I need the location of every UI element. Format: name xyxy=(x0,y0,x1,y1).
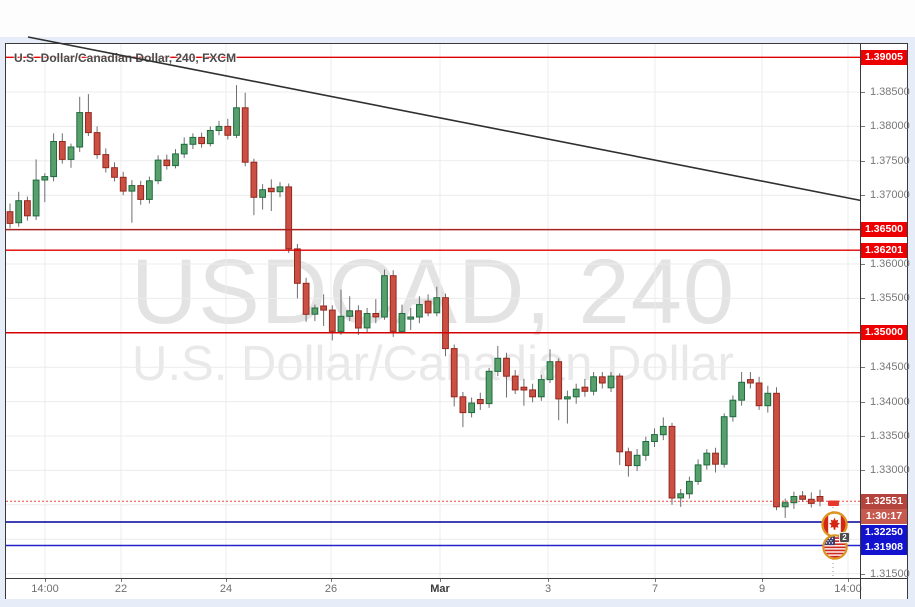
time-axis-tick xyxy=(226,579,227,582)
price-badge-1.36201[interactable]: 1.36201 xyxy=(861,242,907,258)
price-axis-label: 1.36000 xyxy=(870,258,910,270)
price-axis-tick xyxy=(861,92,865,93)
price-axis-label: 1.38500 xyxy=(870,86,910,98)
price-axis-tick xyxy=(861,470,865,472)
time-axis-label: 14:00 xyxy=(834,583,862,595)
price-badge-1:30:17[interactable]: 1:30:17 xyxy=(861,509,907,525)
price-badge-1.32551[interactable]: 1.32551 xyxy=(861,493,907,509)
price-axis-tick xyxy=(861,126,865,128)
time-axis-tick xyxy=(848,579,849,582)
axis-corner-divider xyxy=(860,578,861,599)
price-axis-tick xyxy=(861,160,865,162)
time-axis-tick xyxy=(762,579,763,582)
price-axis-tick xyxy=(861,401,865,403)
candlestick-plot[interactable] xyxy=(6,44,860,578)
chart-legend-title[interactable]: U.S. Dollar/Canadian Dollar, 240, FXCM xyxy=(14,51,237,65)
time-axis-label: 22 xyxy=(114,583,128,595)
price-axis-label: 1.34000 xyxy=(870,395,910,408)
price-badge-1.32250[interactable]: 1.32250 xyxy=(861,524,907,540)
price-axis-label: 1.31500 xyxy=(870,567,910,580)
page-top-margin xyxy=(0,0,915,37)
chart-plot-area[interactable]: USDCAD, 240 U.S. Dollar/Canadian Dollar xyxy=(6,44,860,578)
price-axis-tick xyxy=(861,195,865,197)
price-axis-label: 1.35500 xyxy=(870,292,910,305)
price-badge-1.31908[interactable]: 1.31908 xyxy=(861,540,907,556)
alert-count-badge: 2 xyxy=(839,532,850,543)
time-axis-label: 26 xyxy=(324,583,338,595)
price-badge-1.36500[interactable]: 1.36500 xyxy=(861,222,907,238)
time-axis-tick xyxy=(440,579,441,582)
price-axis-tick xyxy=(861,573,865,575)
time-axis-label: 14:00 xyxy=(31,583,59,595)
price-axis-tick xyxy=(861,436,865,437)
price-axis-tick xyxy=(861,298,865,300)
chart-widget: USDCAD, 240 U.S. Dollar/Canadian Dollar … xyxy=(5,43,910,599)
price-axis-tick xyxy=(861,367,865,369)
time-axis-tick xyxy=(548,579,549,582)
price-axis-label: 1.38000 xyxy=(870,120,910,133)
time-axis-tick xyxy=(655,579,656,582)
price-axis[interactable]: 1.38500 1.38000 1.37500 1.37000 1.36000 1.355… xyxy=(860,44,910,580)
price-axis-label: 1.33000 xyxy=(870,464,910,477)
time-axis-label: 3 xyxy=(544,583,552,595)
symbol-watermark: USDCAD, 240 xyxy=(130,241,736,343)
time-axis[interactable]: 14:00 22 24 26 Mar 3 7 9 14:00 xyxy=(6,578,907,599)
price-axis-label: 1.34500 xyxy=(870,361,910,374)
symbol-name-watermark: U.S. Dollar/Canadian Dollar xyxy=(132,337,734,391)
time-axis-label: 9 xyxy=(758,583,766,595)
price-badge-1.39005[interactable]: 1.39005 xyxy=(861,49,907,65)
price-axis-label: 1.37500 xyxy=(870,154,910,167)
time-axis-tick xyxy=(121,579,122,582)
price-axis-label: 1.37000 xyxy=(870,189,910,202)
price-axis-tick xyxy=(861,264,865,265)
time-axis-label: 24 xyxy=(219,583,233,595)
time-axis-label: Mar xyxy=(430,583,450,595)
time-axis-label: 7 xyxy=(651,583,659,595)
price-badge-1.35000[interactable]: 1.35000 xyxy=(861,325,907,341)
time-axis-tick xyxy=(45,579,46,582)
time-axis-tick xyxy=(331,579,332,582)
price-axis-label: 1.33500 xyxy=(870,430,910,442)
